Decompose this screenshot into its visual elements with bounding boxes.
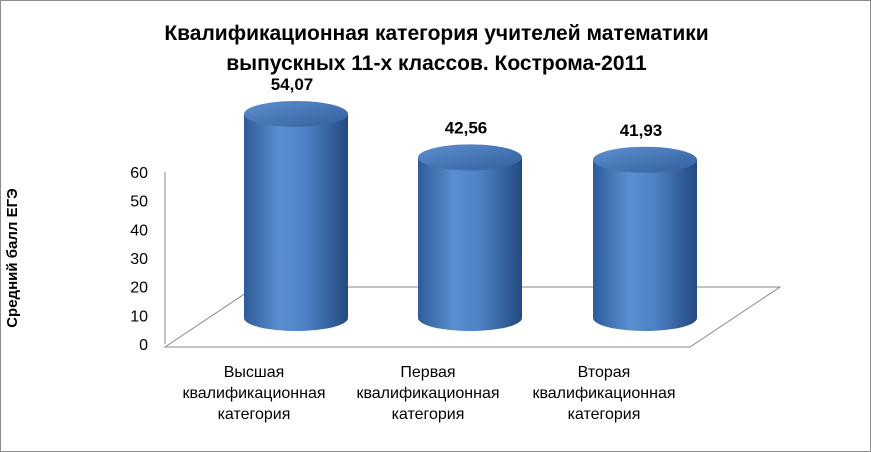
x-category-label-line: Высшая <box>223 364 285 381</box>
x-category-label-line: квалификационная <box>356 385 500 402</box>
x-category-label-line: категория <box>567 406 641 423</box>
bars-layer <box>244 101 697 331</box>
axis-layer: 0 10 20 30 40 50 60 <box>130 165 782 354</box>
data-label: 54,07 <box>271 75 314 94</box>
y-tick-label: 50 <box>130 194 148 211</box>
floor-plane <box>163 286 782 348</box>
y-tick-label: 20 <box>130 280 148 297</box>
bar-body <box>244 114 348 331</box>
x-category-label-line: Первая <box>400 364 456 381</box>
data-label: 42,56 <box>445 118 488 137</box>
bar-top <box>244 101 348 127</box>
bar-1 <box>244 101 348 331</box>
bar-top <box>593 146 697 173</box>
x-category-label-line: квалификационная <box>532 385 676 402</box>
bar-top <box>418 144 522 171</box>
bar-3 <box>593 146 697 331</box>
x-category-label: Первая квалификационная категория <box>338 362 518 425</box>
x-category-label: Высшая квалификационная категория <box>164 362 344 425</box>
y-tick-label: 0 <box>139 337 148 354</box>
y-tick-label: 10 <box>130 308 148 325</box>
y-tick-label: 60 <box>130 165 148 182</box>
x-category-label: Вторая квалификационная категория <box>514 362 694 425</box>
x-category-label-line: категория <box>391 406 465 423</box>
bar-body <box>593 159 697 331</box>
bar-body <box>418 157 522 331</box>
x-category-label-line: Вторая <box>577 364 631 381</box>
y-tick-label: 40 <box>130 222 148 239</box>
chart-title: Квалификационная категория учителей мате… <box>1 19 871 79</box>
y-tick-label: 30 <box>130 251 148 268</box>
x-category-label-line: квалификационная <box>182 385 326 402</box>
chart-title-line-2: выпускных 11-х классов. Кострома-2011 <box>226 52 647 75</box>
x-category-label-line: категория <box>217 406 291 423</box>
bar-2 <box>418 144 522 331</box>
chart-title-line-1: Квалификационная категория учителей мате… <box>164 22 709 45</box>
y-axis-label: Средний балл ЕГЭ <box>4 188 21 328</box>
data-label: 41,93 <box>620 121 663 140</box>
data-labels-layer: 54,07 42,56 41,93 <box>271 75 663 140</box>
